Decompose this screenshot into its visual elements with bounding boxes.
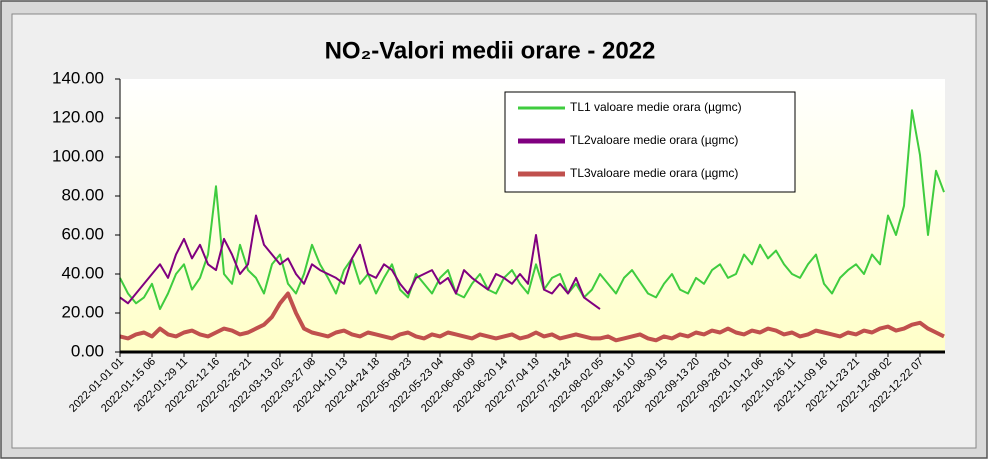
- series-line: [119, 291, 945, 343]
- series-line: [119, 109, 945, 311]
- y-tick-label: 140.00: [52, 68, 104, 87]
- y-tick-label: 80.00: [61, 185, 104, 204]
- y-tick-label: 20.00: [61, 302, 104, 321]
- y-tick-label: 120.00: [52, 107, 104, 126]
- y-tick-label: 100.00: [52, 146, 104, 165]
- legend-label: TL3valoare medie orara (µgmc): [570, 166, 738, 180]
- legend-label: TL1 valoare medie orara (µgmc): [570, 100, 742, 114]
- legend-label: TL2valoare medie orara (µgmc): [570, 133, 738, 147]
- chart-title: NO₂-Valori medii orare - 2022: [325, 37, 656, 64]
- series-line: [119, 214, 601, 310]
- y-tick-label: 40.00: [61, 263, 104, 282]
- y-tick-label: 0.00: [71, 341, 104, 360]
- y-tick-label: 60.00: [61, 224, 104, 243]
